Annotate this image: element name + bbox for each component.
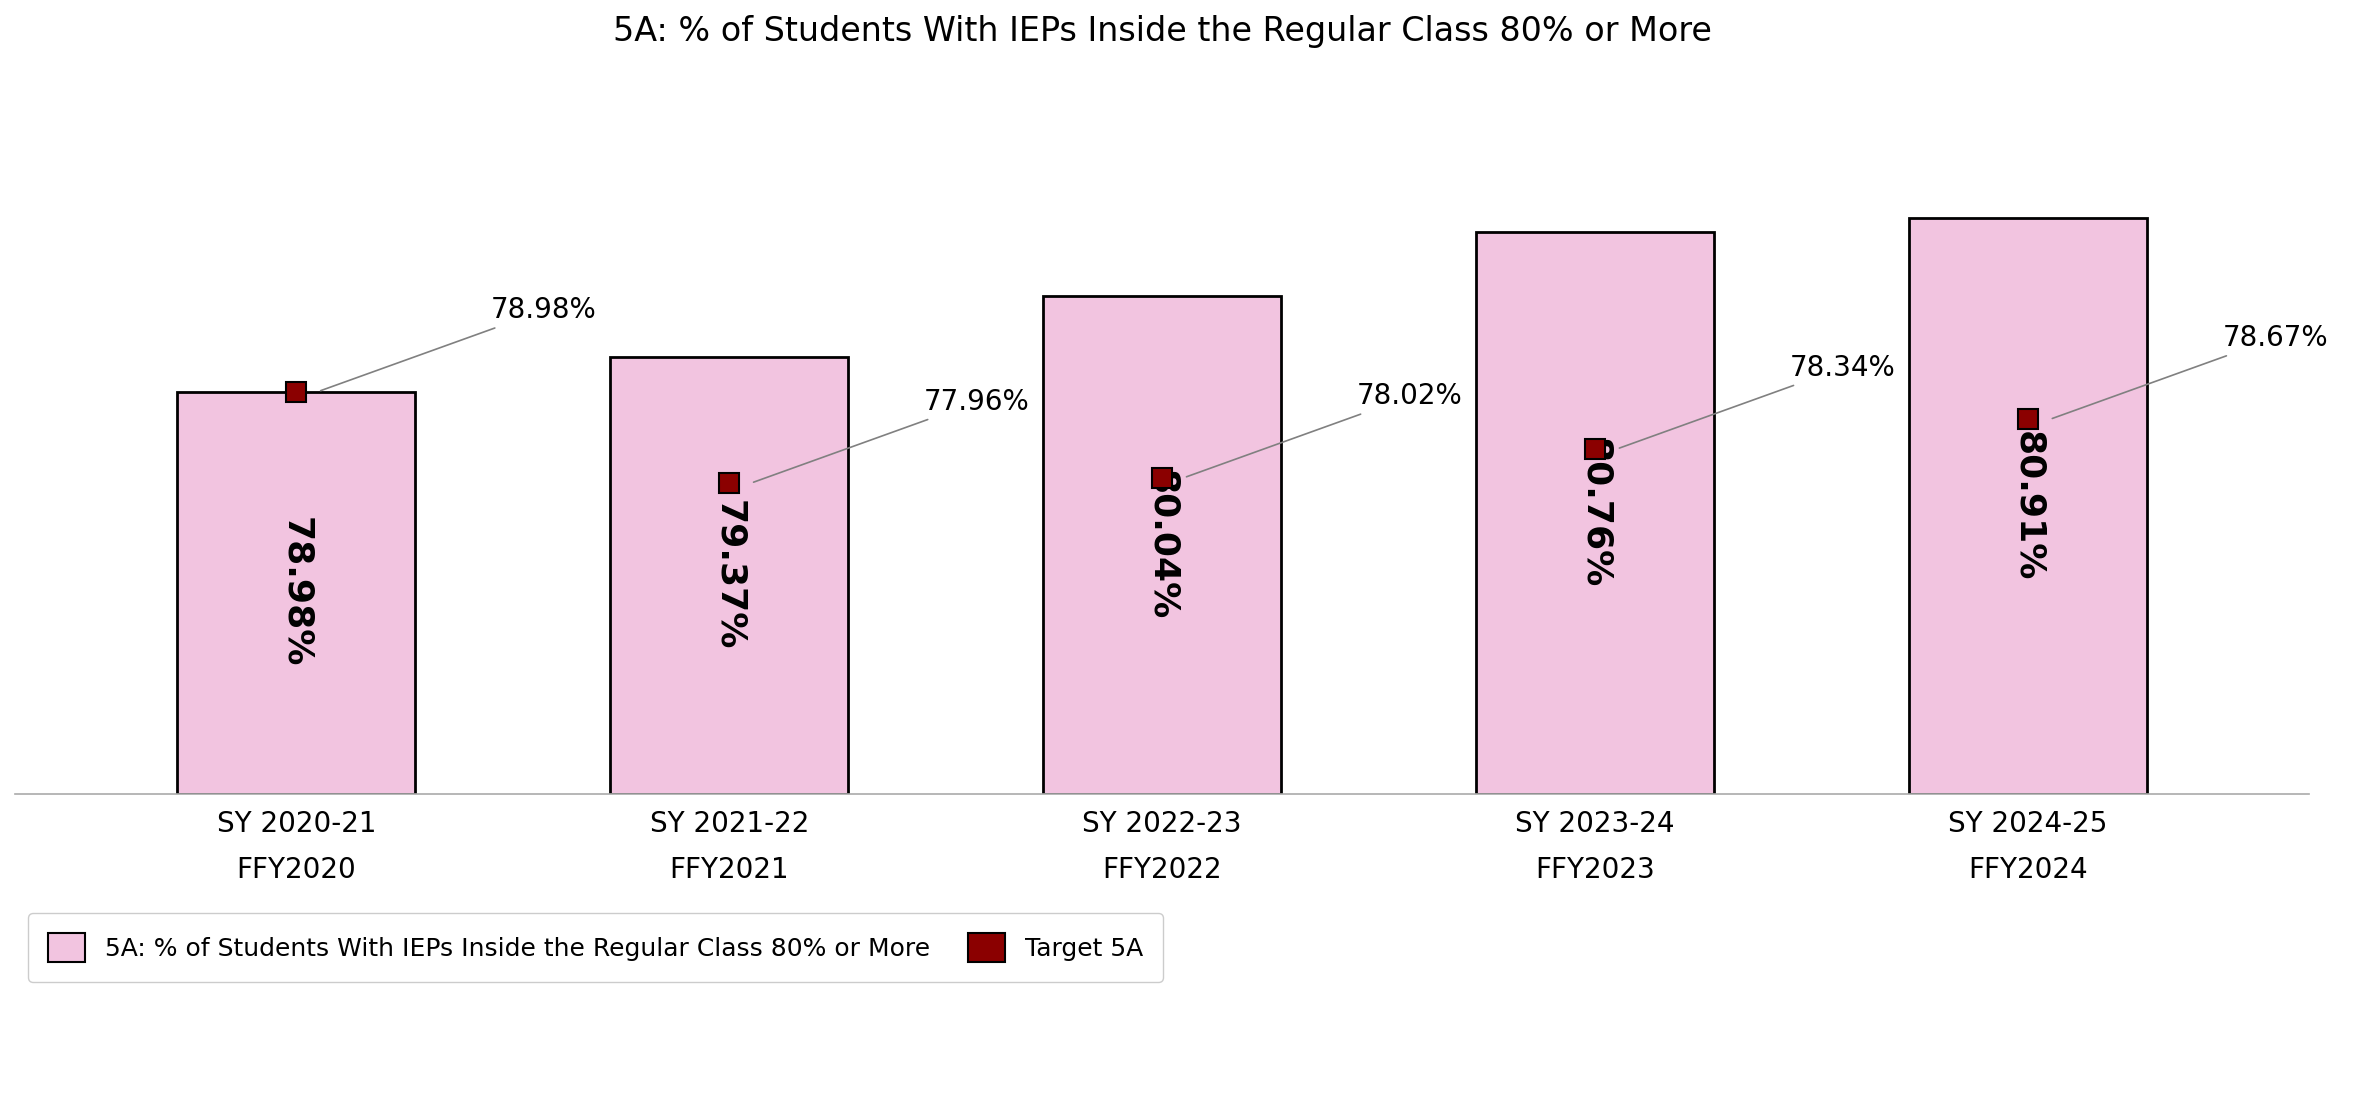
Text: 80.04%: 80.04% — [1145, 470, 1178, 620]
Title: 5A: % of Students With IEPs Inside the Regular Class 80% or More: 5A: % of Students With IEPs Inside the R… — [614, 15, 1712, 48]
Text: 77.96%: 77.96% — [753, 388, 1029, 482]
Bar — [1476, 232, 1714, 793]
Legend: 5A: % of Students With IEPs Inside the Regular Class 80% or More, Target 5A: 5A: % of Students With IEPs Inside the R… — [28, 913, 1164, 983]
Text: 79.37%: 79.37% — [713, 500, 746, 651]
Text: 78.98%: 78.98% — [321, 297, 597, 390]
Text: 78.98%: 78.98% — [279, 518, 314, 668]
Text: 80.91%: 80.91% — [2012, 431, 2045, 581]
Text: 78.02%: 78.02% — [1188, 382, 1464, 477]
Bar — [1910, 219, 2146, 793]
Text: 80.76%: 80.76% — [1577, 437, 1613, 588]
Text: 78.67%: 78.67% — [2052, 324, 2328, 419]
Bar — [1044, 297, 1282, 793]
Bar — [609, 356, 848, 793]
Bar — [177, 391, 416, 793]
Text: 78.34%: 78.34% — [1620, 354, 1896, 448]
